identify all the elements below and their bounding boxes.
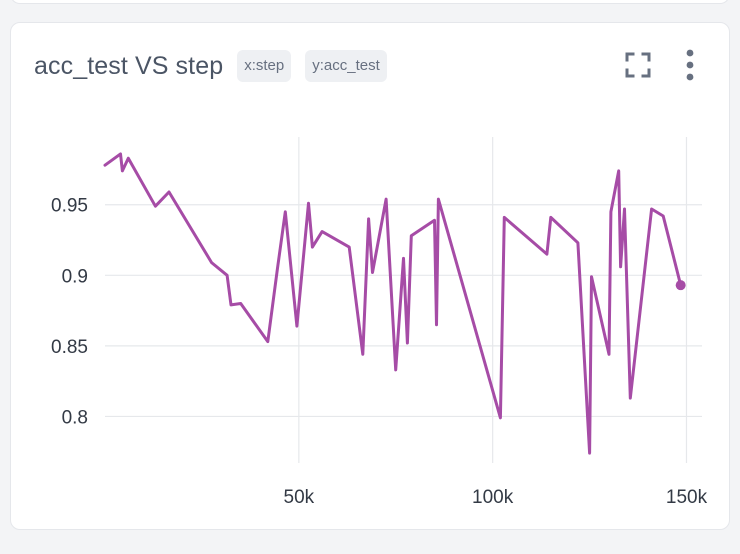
chart-header: acc_test VS step x:step y:acc_test <box>34 48 387 84</box>
last-data-point <box>675 280 686 291</box>
series-group <box>103 152 686 455</box>
x-axis-ticks: 50k 100k 150k <box>284 487 708 508</box>
x-tick-label: 100k <box>472 487 514 508</box>
series-line-acc-test <box>103 152 683 455</box>
fullscreen-icon <box>625 52 651 78</box>
y-tick-label: 0.85 <box>51 337 88 358</box>
y-tick-label: 0.95 <box>51 196 88 217</box>
x-axis-tag: x:step <box>237 50 292 82</box>
fullscreen-button[interactable] <box>623 50 653 80</box>
more-options-button[interactable] <box>682 48 698 82</box>
y-tick-label: 0.8 <box>62 407 88 428</box>
y-axis-ticks: 0.8 0.85 0.9 0.95 <box>51 196 88 429</box>
x-tick-label: 150k <box>666 487 708 508</box>
chart-title: acc_test VS step <box>34 51 224 80</box>
more-vertical-icon <box>686 49 694 81</box>
grid-lines <box>105 137 702 463</box>
y-tick-label: 0.9 <box>62 266 88 287</box>
x-tick-label: 50k <box>284 487 315 508</box>
y-axis-tag: y:acc_test <box>305 50 387 82</box>
